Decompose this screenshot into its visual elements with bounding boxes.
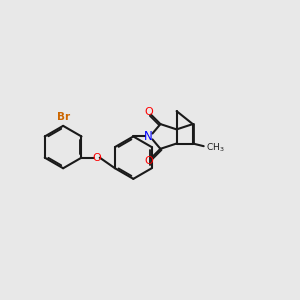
Text: CH$_3$: CH$_3$ <box>206 142 224 155</box>
Text: O: O <box>92 153 101 163</box>
Text: O: O <box>144 156 153 166</box>
Text: N: N <box>144 130 153 143</box>
Text: O: O <box>144 107 153 117</box>
Text: Br: Br <box>57 112 70 122</box>
